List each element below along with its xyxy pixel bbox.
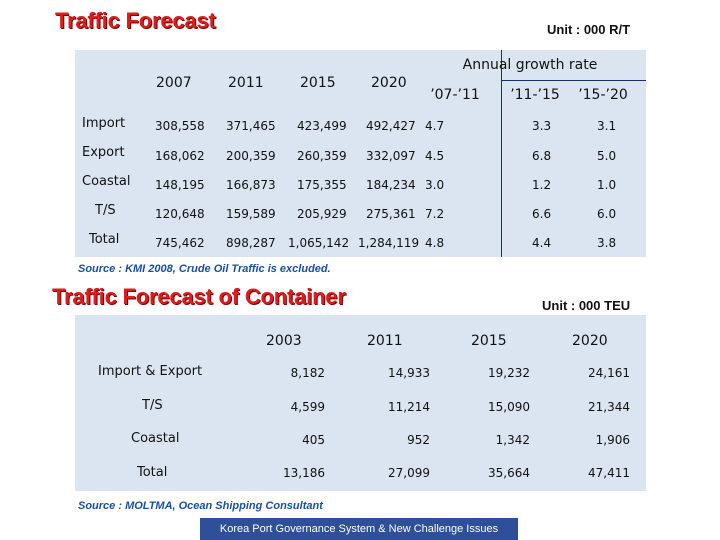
table-cell: 308,558 [155,119,205,133]
table-cell: 745,462 [155,236,205,250]
table-cell: 3.8 [597,236,617,250]
year-header-2007: 2007 [156,75,192,91]
table-cell: 47,411 [588,466,630,480]
table-cell: 19,232 [488,366,530,380]
table-cell: 405 [302,433,325,447]
growth-header-15-20: ’15-’20 [578,87,628,103]
table-cell: 1.2 [532,178,552,192]
table-cell: 952 [407,433,430,447]
container-year-header-2020: 2020 [572,333,608,349]
table-divider [501,80,646,81]
table-cell: 11,214 [388,400,430,414]
table-cell: 1.0 [597,178,617,192]
table-cell: 175,355 [297,178,347,192]
table-cell: 6.0 [597,207,617,221]
table-cell: 27,099 [388,466,430,480]
container-forecast-title: Traffic Forecast of Container [52,284,346,309]
year-header-2020: 2020 [371,75,407,91]
table-cell: 371,465 [226,119,276,133]
table-cell: 200,359 [226,149,276,163]
container-forecast-source: Source : MOLTMA, Ocean Shipping Consulta… [78,500,323,512]
table-cell: 7.2 [425,207,445,221]
table-cell: 898,287 [226,236,276,250]
table-divider [501,50,502,257]
container-row-label-import-export: Import & Export [98,364,203,379]
table-cell: 184,234 [366,178,416,192]
annual-growth-header: Annual growth rate [462,57,598,73]
container-year-header-2003: 2003 [266,333,302,349]
table-cell: 6.8 [532,149,552,163]
row-label-import: Import [82,116,126,131]
table-cell: 168,062 [155,149,205,163]
container-year-header-2015: 2015 [471,333,507,349]
container-row-label-coastal: Coastal [131,431,180,446]
table-cell: 8,182 [290,366,325,380]
container-year-header-2011: 2011 [367,333,403,349]
table-cell: 260,359 [297,149,347,163]
traffic-forecast-source: Source : KMI 2008, Crude Oil Traffic is … [78,263,331,275]
traffic-forecast-title: Traffic Forecast [55,8,216,33]
table-cell: 3.3 [532,119,552,133]
row-label-coastal: Coastal [82,174,131,189]
table-cell: 5.0 [597,149,617,163]
table-cell: 24,161 [588,366,630,380]
row-label-total: Total [89,232,120,247]
row-label-ts: T/S [95,203,116,218]
container-row-label-ts: T/S [142,398,163,413]
table-cell: 4.5 [425,149,445,163]
table-cell: 4.7 [425,119,445,133]
footer-banner: Korea Port Governance System & New Chall… [200,518,518,540]
year-header-2011: 2011 [228,75,264,91]
table-cell: 4,599 [290,400,325,414]
table-cell: 205,929 [297,207,347,221]
table-cell: 4.8 [425,236,445,250]
table-cell: 35,664 [488,466,530,480]
table-cell: 21,344 [588,400,630,414]
table-cell: 159,589 [226,207,276,221]
table-cell: 492,427 [366,119,416,133]
table-cell: 275,361 [366,207,416,221]
table-cell: 120,648 [155,207,205,221]
table-cell: 3.0 [425,178,445,192]
table-cell: 13,186 [283,466,325,480]
traffic-forecast-unit: Unit : 000 R/T [547,22,631,37]
growth-header-07-11: ’07-’11 [430,87,480,103]
table-cell: 1,342 [495,433,530,447]
table-cell: 423,499 [297,119,347,133]
table-cell: 1,284,119 [358,236,420,250]
year-header-2015: 2015 [300,75,336,91]
table-cell: 332,097 [366,149,416,163]
table-cell: 1,065,142 [288,236,350,250]
table-cell: 4.4 [532,236,552,250]
table-cell: 148,195 [155,178,205,192]
table-cell: 15,090 [488,400,530,414]
traffic-forecast-table-bg [75,50,646,257]
table-cell: 14,933 [388,366,430,380]
table-cell: 3.1 [597,119,617,133]
container-forecast-unit: Unit : 000 TEU [542,298,631,313]
growth-header-11-15: ’11-’15 [510,87,560,103]
container-row-label-total: Total [137,465,168,480]
table-cell: 1,906 [595,433,630,447]
container-forecast-table-bg [75,315,646,491]
table-cell: 6.6 [532,207,552,221]
table-cell: 166,873 [226,178,276,192]
row-label-export: Export [82,145,125,160]
